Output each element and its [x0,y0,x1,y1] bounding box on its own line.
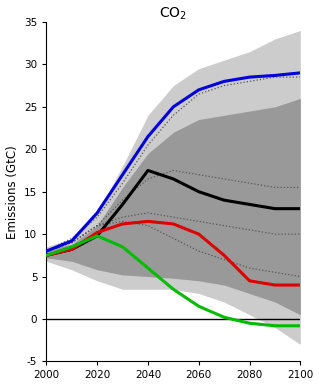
Y-axis label: Emissions (GtC): Emissions (GtC) [5,145,19,239]
Title: CO$_2$: CO$_2$ [160,5,187,22]
